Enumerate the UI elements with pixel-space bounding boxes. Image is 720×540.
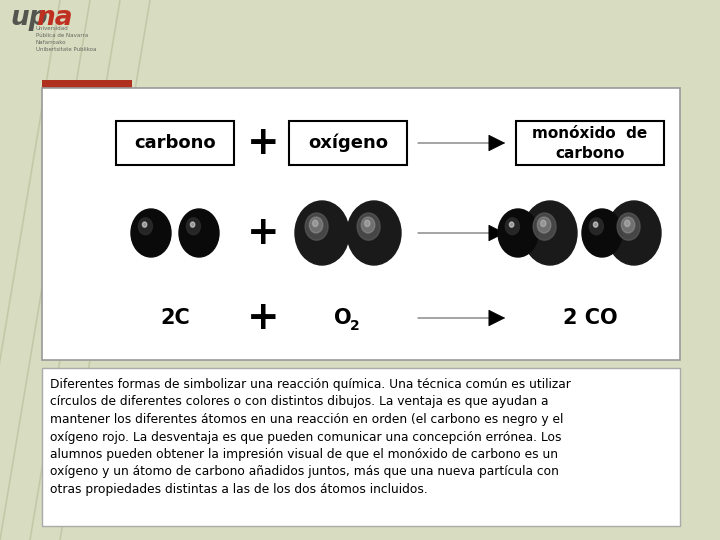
Text: Universidad: Universidad bbox=[36, 26, 68, 31]
Ellipse shape bbox=[364, 220, 370, 227]
Ellipse shape bbox=[537, 217, 551, 233]
Text: up: up bbox=[10, 5, 48, 31]
Text: Pública de Navarra: Pública de Navarra bbox=[36, 33, 89, 38]
Ellipse shape bbox=[190, 222, 195, 227]
FancyBboxPatch shape bbox=[42, 368, 680, 526]
Ellipse shape bbox=[593, 222, 598, 227]
Text: monóxido  de: monóxido de bbox=[532, 125, 647, 140]
Ellipse shape bbox=[541, 220, 546, 227]
Text: Nafarroako: Nafarroako bbox=[36, 40, 67, 45]
Ellipse shape bbox=[621, 217, 635, 233]
Text: círculos de diferentes colores o con distintos dibujos. La ventaja es que ayudan: círculos de diferentes colores o con dis… bbox=[50, 395, 549, 408]
Text: carbono: carbono bbox=[134, 134, 216, 152]
Bar bbox=[42, 80, 132, 110]
Ellipse shape bbox=[533, 213, 556, 240]
Text: Unibertsitate Publikoa: Unibertsitate Publikoa bbox=[36, 47, 96, 52]
Ellipse shape bbox=[347, 201, 401, 265]
Text: mantener los diferentes átomos en una reacción en orden (el carbono es negro y e: mantener los diferentes átomos en una re… bbox=[50, 413, 563, 426]
Ellipse shape bbox=[312, 220, 318, 227]
Text: oxígeno y un átomo de carbono añadidos juntos, más que una nueva partícula con: oxígeno y un átomo de carbono añadidos j… bbox=[50, 465, 559, 478]
Ellipse shape bbox=[361, 217, 375, 233]
FancyBboxPatch shape bbox=[116, 121, 234, 165]
Ellipse shape bbox=[590, 218, 603, 235]
Text: carbono: carbono bbox=[555, 145, 625, 160]
Ellipse shape bbox=[505, 218, 519, 235]
Ellipse shape bbox=[179, 209, 219, 257]
Text: oxígeno rojo. La desventaja es que pueden comunicar una concepción errónea. Los: oxígeno rojo. La desventaja es que puede… bbox=[50, 430, 562, 443]
Ellipse shape bbox=[607, 201, 661, 265]
Ellipse shape bbox=[186, 218, 200, 235]
Ellipse shape bbox=[295, 201, 349, 265]
Text: +: + bbox=[247, 299, 279, 337]
Text: +: + bbox=[247, 124, 279, 162]
Ellipse shape bbox=[357, 213, 380, 240]
Ellipse shape bbox=[138, 218, 153, 235]
FancyBboxPatch shape bbox=[516, 121, 664, 165]
Ellipse shape bbox=[498, 209, 538, 257]
Text: +: + bbox=[247, 214, 279, 252]
Ellipse shape bbox=[523, 201, 577, 265]
Text: otras propiedades distintas a las de los dos átomos incluidos.: otras propiedades distintas a las de los… bbox=[50, 483, 428, 496]
Text: oxígeno: oxígeno bbox=[308, 134, 388, 152]
Text: 2 CO: 2 CO bbox=[563, 308, 617, 328]
Text: na: na bbox=[36, 5, 73, 31]
Ellipse shape bbox=[310, 217, 323, 233]
Text: O: O bbox=[334, 308, 352, 328]
Text: Diferentes formas de simbolizar una reacción química. Una técnica común es utili: Diferentes formas de simbolizar una reac… bbox=[50, 378, 571, 391]
Text: 2: 2 bbox=[350, 319, 360, 333]
Ellipse shape bbox=[617, 213, 640, 240]
Ellipse shape bbox=[305, 213, 328, 240]
FancyBboxPatch shape bbox=[42, 88, 680, 360]
Ellipse shape bbox=[582, 209, 622, 257]
FancyBboxPatch shape bbox=[289, 121, 407, 165]
Ellipse shape bbox=[510, 222, 514, 227]
Ellipse shape bbox=[131, 209, 171, 257]
Text: alumnos pueden obtener la impresión visual de que el monóxido de carbono es un: alumnos pueden obtener la impresión visu… bbox=[50, 448, 558, 461]
Text: 2C: 2C bbox=[160, 308, 190, 328]
Ellipse shape bbox=[143, 222, 147, 227]
Ellipse shape bbox=[624, 220, 630, 227]
